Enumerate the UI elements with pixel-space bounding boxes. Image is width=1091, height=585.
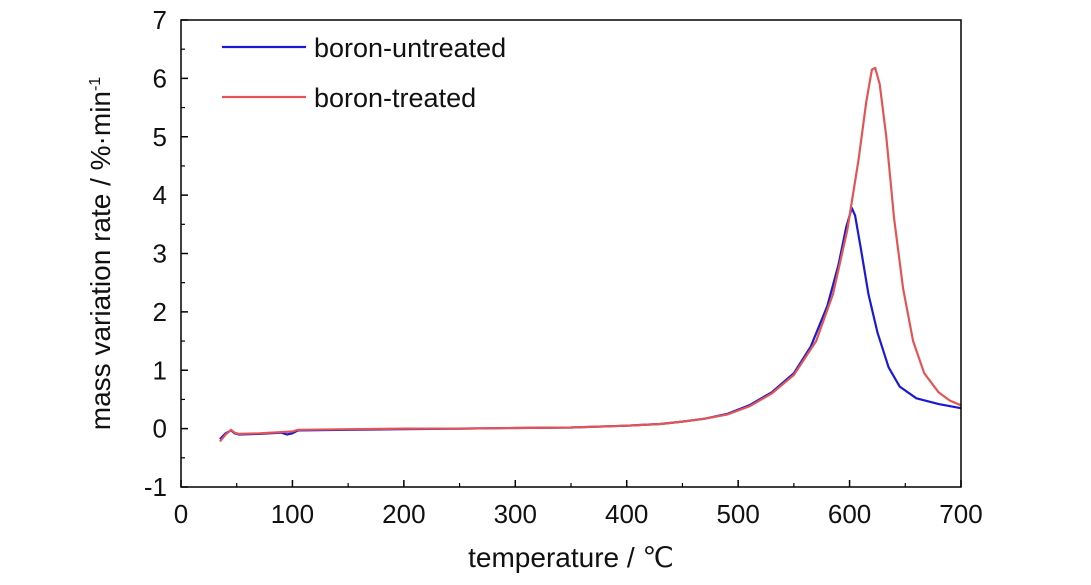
y-axis-title: mass variation rate / %·min-1 <box>85 77 116 431</box>
y-axis-title-main: mass variation rate / %·min <box>85 91 116 430</box>
series-layer <box>219 66 962 443</box>
series-line-boron-untreated <box>219 206 962 440</box>
x-tick-label: 200 <box>382 499 425 529</box>
x-tick-label: 500 <box>716 499 759 529</box>
legend-label: boron-untreated <box>314 33 506 63</box>
x-tick-label: 300 <box>494 499 537 529</box>
x-tick-label: 0 <box>174 499 188 529</box>
y-tick-label: 5 <box>153 122 167 152</box>
legend: boron-untreated boron-treated <box>222 33 506 113</box>
y-axis: -1 0 1 2 3 4 5 6 7 <box>144 5 188 502</box>
series-line-boron-treated <box>219 66 962 443</box>
plot-frame <box>180 19 962 488</box>
x-axis: 0 100 200 300 400 500 600 700 <box>174 480 983 529</box>
y-tick-label: 2 <box>153 297 167 327</box>
y-tick-label: -1 <box>144 472 167 502</box>
x-tick-label: 400 <box>605 499 648 529</box>
x-tick-label: 100 <box>271 499 314 529</box>
y-tick-label: 0 <box>153 414 167 444</box>
y-tick-label: 4 <box>153 180 167 210</box>
x-tick-label: 600 <box>828 499 871 529</box>
x-tick-label: 700 <box>939 499 982 529</box>
y-axis-title-sup: -1 <box>87 77 104 91</box>
y-tick-label: 3 <box>153 239 167 269</box>
x-axis-title: temperature / ℃ <box>468 542 674 573</box>
legend-label: boron-treated <box>314 83 476 113</box>
y-tick-label: 1 <box>153 355 167 385</box>
y-tick-label: 7 <box>153 5 167 35</box>
y-tick-label: 6 <box>153 63 167 93</box>
